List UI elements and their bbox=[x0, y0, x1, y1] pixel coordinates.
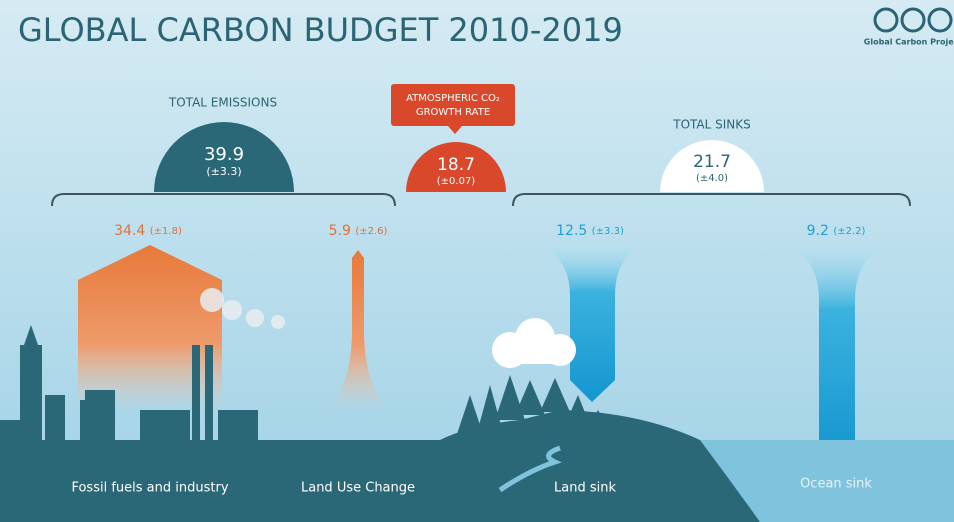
atmo-label: ATMOSPHERIC CO₂ bbox=[406, 93, 500, 104]
landuse-flow bbox=[330, 250, 386, 410]
flow-value: 9.2 (±2.2) bbox=[807, 223, 866, 239]
flow-label: Land sink bbox=[554, 481, 616, 496]
logo-text: Global Carbon Project bbox=[864, 38, 954, 47]
atmo-label: GROWTH RATE bbox=[416, 107, 490, 118]
emissions-dome bbox=[154, 122, 294, 192]
bracket bbox=[51, 193, 396, 207]
flow-value: 12.5 (±3.3) bbox=[556, 223, 624, 239]
river bbox=[498, 445, 562, 493]
flow-values: 34.4 (±1.8) 5.9 (±2.6) 12.5 (±3.3) 9.2 (… bbox=[114, 223, 865, 239]
flow-value: 5.9 (±2.6) bbox=[329, 223, 388, 239]
title: GLOBAL CARBON BUDGET 2010-2019 bbox=[18, 11, 623, 49]
atmo-pointer bbox=[448, 126, 462, 134]
atmo-box bbox=[391, 84, 515, 126]
flow-label: Ocean sink bbox=[800, 477, 872, 492]
sinks-uncertainty: (±4.0) bbox=[696, 173, 728, 184]
city bbox=[0, 325, 258, 440]
cloud bbox=[492, 318, 576, 368]
landsink-flow bbox=[540, 245, 642, 402]
atmo-uncertainty: (±0.07) bbox=[437, 176, 476, 187]
sinks-dome bbox=[660, 140, 764, 192]
smoke bbox=[200, 288, 285, 329]
emissions-uncertainty: (±3.3) bbox=[206, 165, 241, 178]
oceansink-flow bbox=[790, 245, 884, 460]
atmo-value: 18.7 bbox=[437, 155, 475, 175]
fossil-flow bbox=[78, 245, 222, 410]
logo: Global Carbon Project bbox=[864, 7, 954, 47]
bracket bbox=[512, 193, 911, 207]
forest bbox=[455, 375, 620, 440]
ground bbox=[0, 410, 760, 522]
flow-labels: Fossil fuels and industry Land Use Chang… bbox=[71, 477, 872, 496]
sinks-value: 21.7 bbox=[693, 152, 731, 172]
emissions-value: 39.9 bbox=[204, 144, 244, 165]
flow-label: Land Use Change bbox=[301, 481, 415, 496]
emissions-label: TOTAL EMISSIONS bbox=[168, 96, 277, 110]
flow-value: 34.4 (±1.8) bbox=[114, 223, 182, 239]
sinks-label: TOTAL SINKS bbox=[672, 118, 751, 132]
flow-label: Fossil fuels and industry bbox=[71, 481, 228, 496]
atmo-dome bbox=[406, 142, 506, 192]
